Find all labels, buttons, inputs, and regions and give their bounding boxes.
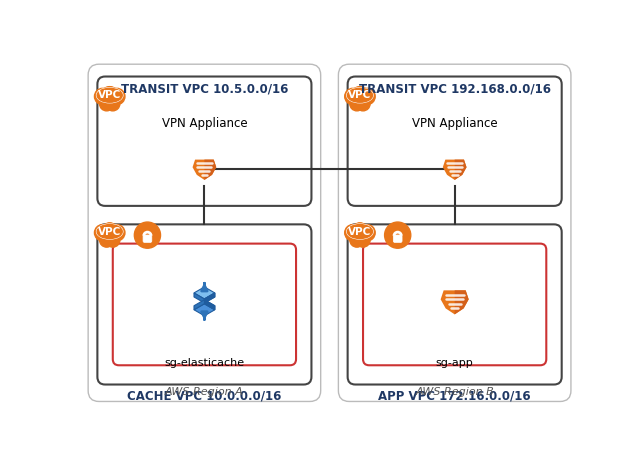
Polygon shape xyxy=(204,293,215,303)
Polygon shape xyxy=(194,300,215,310)
Circle shape xyxy=(356,97,370,111)
Polygon shape xyxy=(455,159,467,180)
Circle shape xyxy=(99,223,120,244)
Circle shape xyxy=(105,233,120,247)
Circle shape xyxy=(104,223,116,236)
Polygon shape xyxy=(194,293,215,303)
FancyBboxPatch shape xyxy=(97,76,311,206)
FancyBboxPatch shape xyxy=(88,64,321,402)
Circle shape xyxy=(109,224,125,241)
Text: AWS Region B: AWS Region B xyxy=(415,387,494,397)
Text: sg-elasticache: sg-elasticache xyxy=(165,358,244,368)
Polygon shape xyxy=(455,290,469,314)
Circle shape xyxy=(350,233,364,247)
Circle shape xyxy=(359,224,376,241)
Circle shape xyxy=(345,224,361,241)
FancyBboxPatch shape xyxy=(363,244,547,365)
Circle shape xyxy=(109,88,125,104)
Polygon shape xyxy=(194,304,215,316)
Text: VPC: VPC xyxy=(349,90,372,100)
Circle shape xyxy=(99,87,120,108)
Circle shape xyxy=(359,88,376,104)
Polygon shape xyxy=(194,287,215,299)
FancyBboxPatch shape xyxy=(113,244,296,365)
FancyBboxPatch shape xyxy=(143,235,152,242)
Polygon shape xyxy=(204,300,215,310)
Text: TRANSIT VPC 10.5.0.0/16: TRANSIT VPC 10.5.0.0/16 xyxy=(121,83,288,96)
Circle shape xyxy=(350,97,364,111)
Text: sg-app: sg-app xyxy=(436,358,473,368)
Polygon shape xyxy=(443,159,467,180)
Text: TRANSIT VPC 192.168.0.0/16: TRANSIT VPC 192.168.0.0/16 xyxy=(359,83,550,96)
Circle shape xyxy=(345,88,361,104)
FancyBboxPatch shape xyxy=(394,235,402,242)
Circle shape xyxy=(354,223,367,236)
Text: VPC: VPC xyxy=(98,90,122,100)
Text: VPC: VPC xyxy=(349,227,372,237)
Ellipse shape xyxy=(347,88,372,102)
Polygon shape xyxy=(440,290,469,314)
Text: VPN Appliance: VPN Appliance xyxy=(161,116,247,130)
FancyBboxPatch shape xyxy=(97,224,311,385)
Circle shape xyxy=(100,233,114,247)
Circle shape xyxy=(100,97,114,111)
Ellipse shape xyxy=(347,88,373,103)
Text: APP VPC 172.16.0.0/16: APP VPC 172.16.0.0/16 xyxy=(378,389,531,402)
Text: CACHE VPC 10.0.0.0/16: CACHE VPC 10.0.0.0/16 xyxy=(127,389,282,402)
Ellipse shape xyxy=(347,224,372,239)
FancyBboxPatch shape xyxy=(348,76,562,206)
Circle shape xyxy=(104,87,116,99)
Ellipse shape xyxy=(96,224,123,239)
Circle shape xyxy=(95,88,111,104)
Circle shape xyxy=(349,223,370,244)
Text: VPC: VPC xyxy=(98,227,122,237)
Polygon shape xyxy=(204,159,216,180)
Ellipse shape xyxy=(347,224,373,239)
Circle shape xyxy=(385,222,411,248)
Circle shape xyxy=(134,222,161,248)
Circle shape xyxy=(356,233,370,247)
Text: AWS Region A: AWS Region A xyxy=(165,387,244,397)
Ellipse shape xyxy=(96,88,123,103)
FancyBboxPatch shape xyxy=(348,224,562,385)
Circle shape xyxy=(354,87,367,99)
Polygon shape xyxy=(192,159,216,180)
Circle shape xyxy=(105,97,120,111)
Ellipse shape xyxy=(97,88,122,102)
Circle shape xyxy=(349,87,370,108)
Text: VPN Appliance: VPN Appliance xyxy=(412,116,498,130)
Ellipse shape xyxy=(97,224,122,239)
Circle shape xyxy=(95,224,111,241)
FancyBboxPatch shape xyxy=(338,64,571,402)
